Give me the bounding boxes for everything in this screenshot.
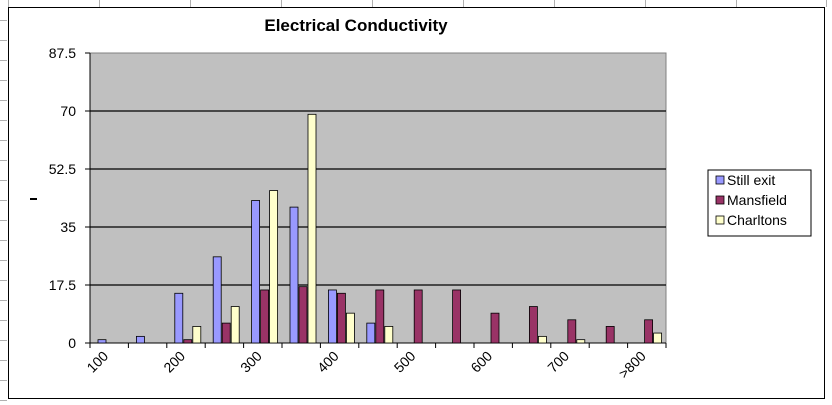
bar: [212, 256, 222, 344]
y-tick-label: 17.5: [49, 277, 76, 293]
bar: [192, 326, 202, 344]
bar: [644, 319, 653, 344]
legend-swatch: [715, 195, 725, 205]
bar: [576, 339, 586, 344]
bar: [269, 190, 279, 344]
bar: [653, 332, 662, 344]
legend-box: [707, 169, 812, 237]
chart-title: Electrical Conductivity: [264, 16, 448, 35]
y-tick-label: 52.5: [49, 161, 76, 177]
bar: [384, 326, 394, 344]
legend: Still exit Mansfield Charltons: [707, 169, 812, 237]
bar: [567, 319, 577, 344]
bar: [298, 286, 308, 344]
bar: [289, 206, 299, 344]
legend-label: Mansfield: [727, 192, 787, 208]
bar: [605, 326, 615, 344]
y-axis-ticks: 0 17.5 35 52.5 70 87.5: [49, 45, 90, 351]
bar: [490, 312, 500, 344]
y-tick-label: 70: [60, 103, 76, 119]
bar: [97, 339, 107, 344]
bar: [135, 335, 145, 344]
bar: [183, 339, 193, 344]
bars: [97, 113, 662, 344]
y-tick-label: 87.5: [49, 45, 76, 61]
bar: [452, 289, 462, 344]
bar: [251, 200, 261, 344]
bar: [529, 306, 538, 344]
y-tick-label: 0: [68, 335, 76, 351]
bar: [221, 322, 231, 344]
bar: [230, 306, 240, 344]
legend-label: Charltons: [727, 212, 787, 228]
bar: [307, 113, 317, 344]
bar: [413, 289, 423, 344]
bar: [538, 335, 547, 344]
bar: [366, 322, 376, 344]
bar: [345, 312, 355, 344]
bar: [174, 292, 184, 344]
bar: [336, 292, 346, 344]
bar: [260, 289, 270, 344]
legend-swatch: [715, 215, 725, 225]
bar: [375, 289, 385, 344]
legend-label: Still exit: [727, 172, 775, 188]
legend-swatch: [715, 175, 725, 185]
y-tick-label: 35: [60, 219, 76, 235]
bar: [327, 289, 337, 344]
